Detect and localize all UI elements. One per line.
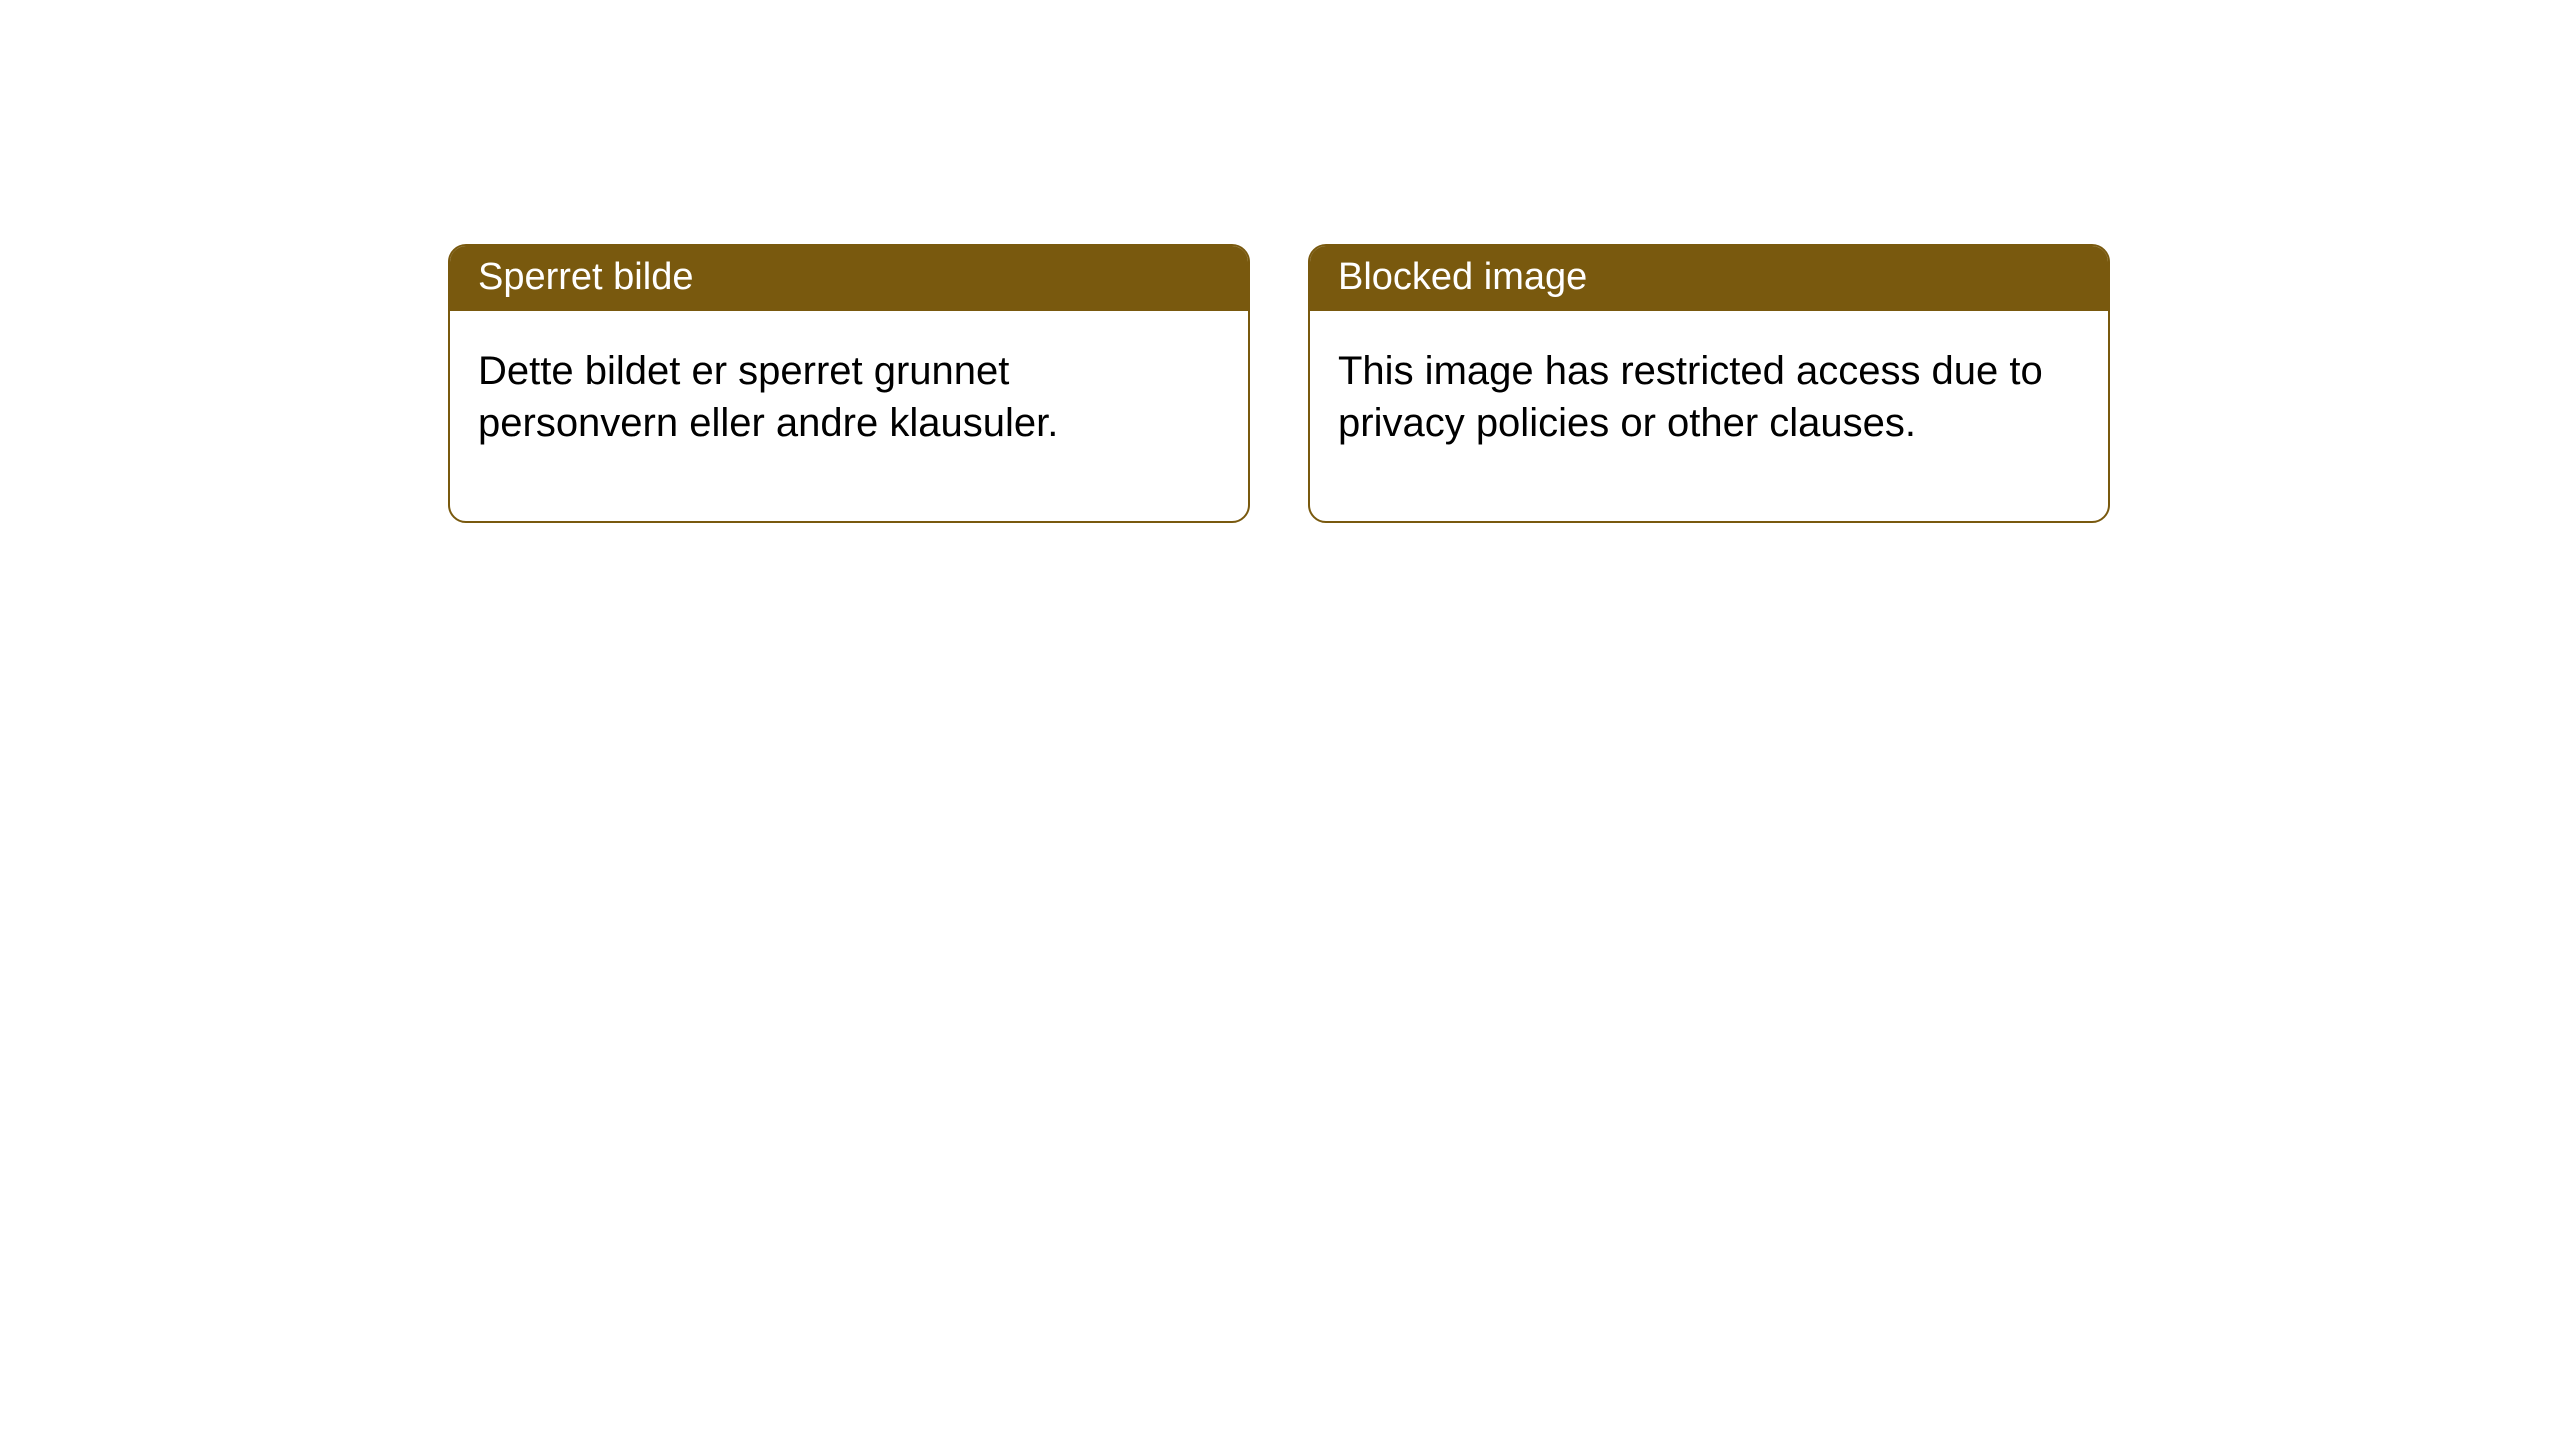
notice-header: Sperret bilde <box>450 246 1248 311</box>
notice-title: Sperret bilde <box>478 256 693 298</box>
notice-box-english: Blocked image This image has restricted … <box>1308 244 2110 523</box>
notice-container: Sperret bilde Dette bildet er sperret gr… <box>448 244 2110 523</box>
notice-body-text: Dette bildet er sperret grunnet personve… <box>478 349 1058 445</box>
notice-body: This image has restricted access due to … <box>1310 311 2108 521</box>
notice-body: Dette bildet er sperret grunnet personve… <box>450 311 1248 521</box>
notice-body-text: This image has restricted access due to … <box>1338 349 2043 445</box>
notice-title: Blocked image <box>1338 256 1587 298</box>
notice-header: Blocked image <box>1310 246 2108 311</box>
notice-box-norwegian: Sperret bilde Dette bildet er sperret gr… <box>448 244 1250 523</box>
